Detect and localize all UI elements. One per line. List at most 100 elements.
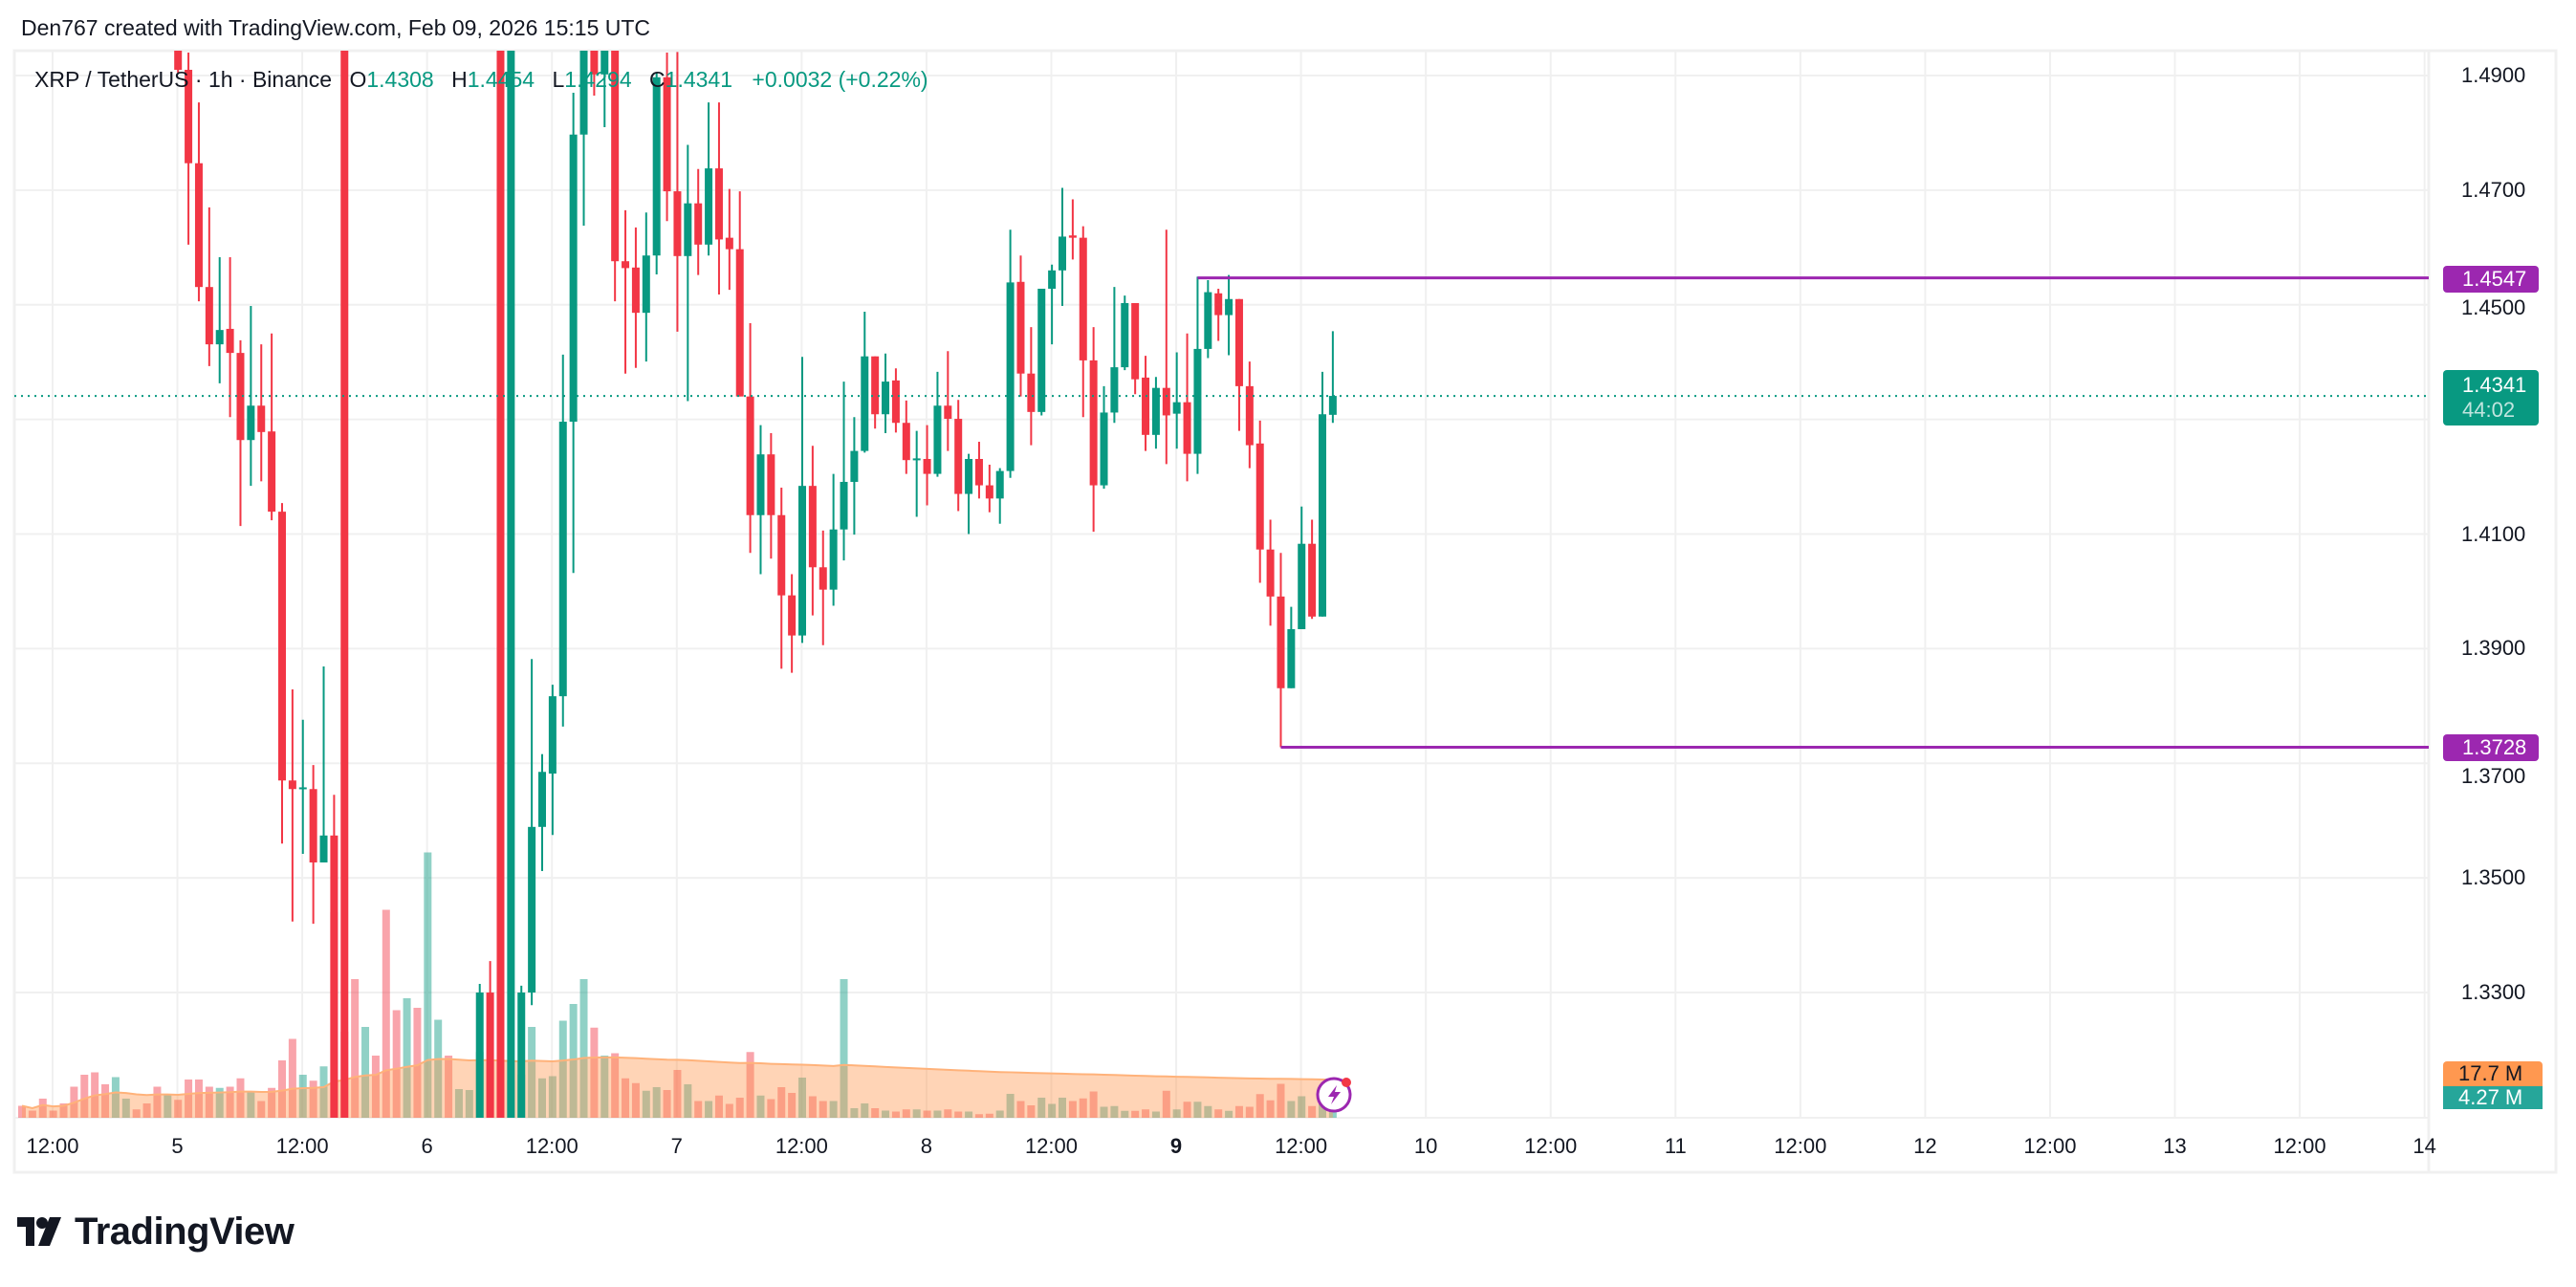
time-tick-label: 12:00 (2273, 1134, 2326, 1158)
volume-tag: 4.27 M (2443, 1086, 2543, 1109)
volume-bar (1183, 1102, 1191, 1118)
volume-bar (725, 1103, 733, 1118)
volume-bar (80, 1075, 89, 1118)
candle (278, 503, 286, 844)
volume-bar (1225, 1110, 1233, 1118)
volume-bar (1245, 1106, 1254, 1118)
candle (767, 433, 775, 559)
candle (705, 102, 713, 256)
candle (965, 453, 973, 534)
price-tick-label: 1.3300 (2461, 980, 2526, 1005)
candle-body (705, 168, 713, 245)
candle (1110, 287, 1119, 424)
candle-body (694, 203, 703, 245)
candle-body (340, 51, 349, 1118)
volume-bar (153, 1086, 162, 1118)
volume-bar (995, 1110, 1004, 1118)
candle (642, 212, 650, 362)
candle-body (777, 514, 786, 596)
time-tick-label: 12:00 (1275, 1134, 1328, 1158)
candle (1298, 506, 1306, 630)
candle-body (767, 454, 775, 515)
time-tick-label: 12:00 (775, 1134, 828, 1158)
candle (694, 168, 703, 275)
candle-body (923, 458, 931, 474)
volume-bar (746, 1052, 754, 1118)
candle-body (1027, 373, 1036, 412)
volume-bar (767, 1099, 775, 1118)
volume-bar (205, 1086, 213, 1118)
candle-body (569, 134, 578, 423)
levels[interactable] (14, 276, 2429, 749)
candle-body (891, 380, 900, 424)
volume-bar (819, 1101, 827, 1118)
volume-bar (1059, 1098, 1066, 1118)
candle (985, 464, 993, 513)
volume-bar (808, 1096, 817, 1118)
candle (330, 795, 338, 1118)
volume-bar (622, 1078, 630, 1118)
volume-bar (445, 1056, 453, 1118)
candle-body (840, 481, 848, 530)
candle (850, 417, 859, 535)
candle-body (496, 51, 505, 1118)
current-price: 1.4341 (2462, 373, 2527, 397)
volume-bar (392, 1010, 401, 1118)
high-label: H (451, 67, 468, 92)
time-tick-label: 7 (670, 1134, 683, 1158)
tradingview-logo[interactable]: TradingView (17, 1211, 295, 1254)
volume-bar (829, 1101, 838, 1118)
change-value: +0.0032 (+0.22%) (752, 67, 928, 92)
candle (528, 659, 536, 1006)
candle (215, 257, 224, 383)
volume-pane (18, 852, 1337, 1118)
volume-bar (912, 1109, 921, 1118)
candle (663, 53, 671, 222)
volume-bar (164, 1094, 172, 1118)
candle-body (194, 163, 203, 288)
candle (298, 719, 307, 854)
price-tick-label: 1.4900 (2461, 63, 2526, 87)
time-tick-label: 12:00 (2023, 1134, 2077, 1158)
volume-bar (923, 1110, 931, 1118)
candle (205, 207, 213, 366)
candle-body (1006, 282, 1015, 471)
grid (14, 51, 2429, 1118)
symbol-title[interactable]: XRP / TetherUS · 1h · Binance (34, 67, 333, 92)
volume-bar (528, 1027, 536, 1118)
candle (507, 51, 515, 1118)
events-lightning-icon[interactable] (1314, 1073, 1356, 1115)
volume-bar (705, 1101, 713, 1118)
candle-body (1277, 596, 1285, 688)
volume-bar (1089, 1091, 1098, 1118)
candle-body (517, 993, 526, 1118)
volume-bar (1328, 1107, 1337, 1118)
time-tick-label: 12:00 (275, 1134, 329, 1158)
candle (777, 487, 786, 669)
candle-body (642, 255, 650, 314)
volume-bar (694, 1101, 703, 1118)
candle (257, 344, 266, 482)
candle-body (548, 696, 557, 774)
volume-bar (579, 979, 588, 1118)
candle (652, 73, 661, 274)
time-tick-label: 14 (2412, 1134, 2436, 1158)
candle (1016, 255, 1025, 397)
candle (622, 209, 630, 374)
candle (268, 333, 276, 521)
candle (1308, 519, 1317, 620)
candle-body (486, 993, 494, 1118)
candle (1234, 298, 1243, 431)
candle (1079, 226, 1087, 418)
candle-body (631, 267, 640, 314)
price-tick-label: 1.4700 (2461, 177, 2526, 202)
level-high-tag: 1.4547 (2443, 266, 2539, 293)
volume-bar (1287, 1101, 1296, 1118)
candle (995, 468, 1004, 524)
candle-body (236, 353, 245, 441)
candle-body (756, 454, 765, 515)
candle-body (1204, 292, 1212, 349)
candle-body (1214, 293, 1223, 316)
candle (1255, 420, 1264, 583)
